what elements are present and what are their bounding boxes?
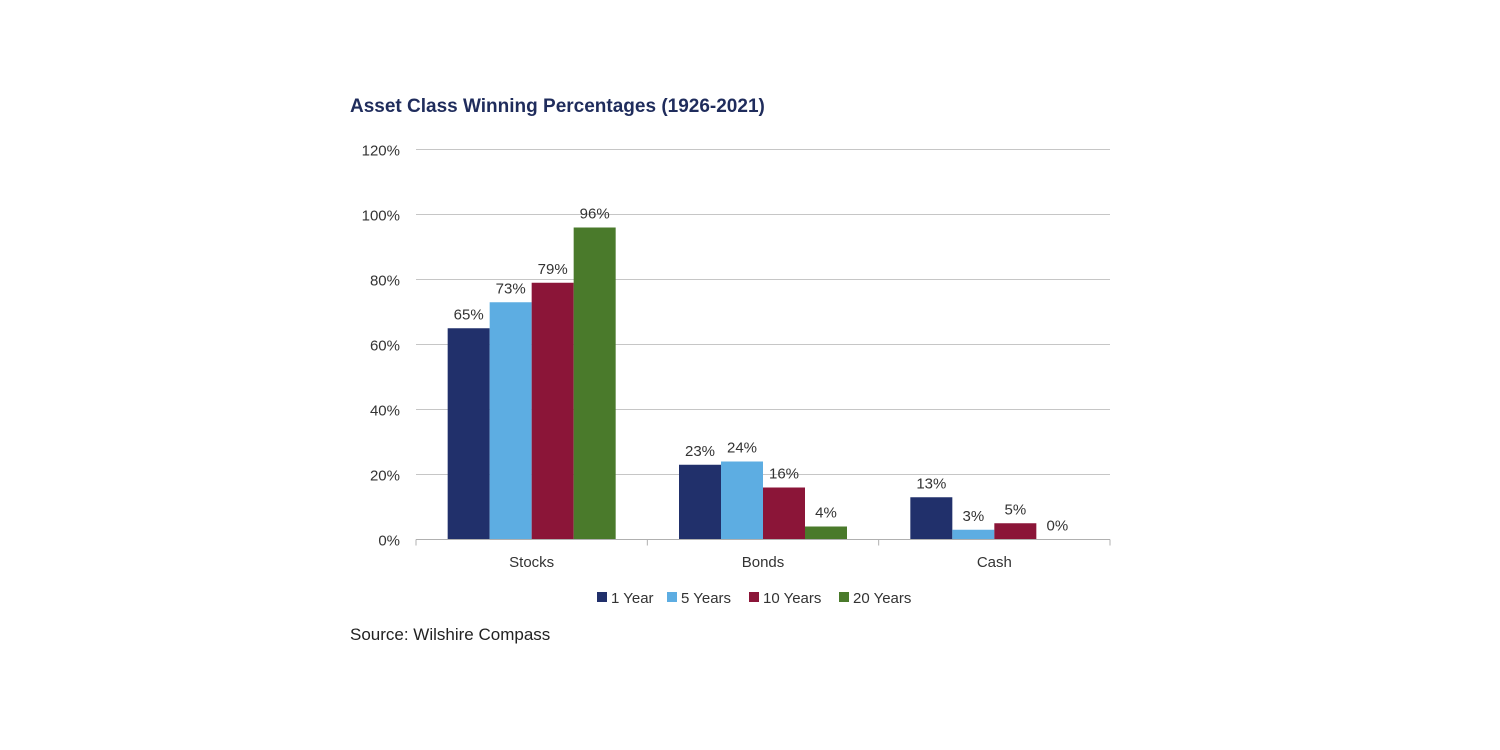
bar: [531, 282, 574, 540]
legend-label: 20 Years: [853, 590, 911, 607]
bar: [952, 529, 995, 540]
data-label: 79%: [538, 261, 568, 278]
legend: 1 Year 5 Years 10 Years 20 Years: [597, 590, 911, 607]
x-tick-label: Cash: [977, 554, 1012, 571]
y-tick-label: 120%: [362, 143, 400, 160]
legend-label: 10 Years: [763, 590, 821, 607]
legend-label: 5 Years: [681, 590, 731, 607]
data-label: 24%: [727, 440, 757, 457]
legend-swatch: [597, 592, 607, 602]
data-label: 96%: [580, 206, 610, 223]
y-axis-tick-labels: 0% 20% 40% 60% 80% 100% 120%: [362, 143, 400, 550]
data-label: 65%: [454, 306, 484, 323]
bar: [721, 461, 763, 540]
data-label: 16%: [769, 466, 799, 483]
y-tick-label: 80%: [370, 273, 400, 290]
data-label: 73%: [496, 280, 526, 297]
data-label: 4%: [815, 505, 837, 522]
y-tick-label: 60%: [370, 338, 400, 355]
legend-swatch: [839, 592, 849, 602]
data-labels: 65% 73% 79% 96% 23% 24% 16% 4% 13% 3% 5% 0%: [454, 206, 1069, 535]
bar: [763, 487, 805, 540]
source-note: Source: Wilshire Compass: [350, 625, 551, 644]
bar: [573, 227, 616, 540]
bar: [489, 302, 532, 540]
bars: [447, 227, 1037, 540]
y-tick-label: 0%: [378, 533, 400, 550]
x-tick-label: Bonds: [742, 554, 785, 571]
data-label: 13%: [916, 475, 946, 492]
legend-swatch: [749, 592, 759, 602]
bar: [994, 523, 1037, 540]
bar: [679, 464, 721, 540]
legend-swatch: [667, 592, 677, 602]
y-tick-label: 100%: [362, 208, 400, 225]
y-tick-label: 40%: [370, 403, 400, 420]
data-label: 5%: [1004, 501, 1026, 518]
y-tick-label: 20%: [370, 468, 400, 485]
bar: [805, 526, 847, 540]
x-tick-label: Stocks: [509, 554, 554, 571]
data-label: 3%: [962, 508, 984, 525]
bar: [910, 497, 953, 540]
bar: [447, 328, 490, 540]
x-axis: Stocks Bonds Cash: [415, 539, 1111, 571]
legend-label: 1 Year: [611, 590, 654, 607]
data-label: 0%: [1046, 518, 1068, 535]
data-label: 23%: [685, 443, 715, 460]
chart-title: Asset Class Winning Percentages (1926-20…: [350, 96, 765, 117]
